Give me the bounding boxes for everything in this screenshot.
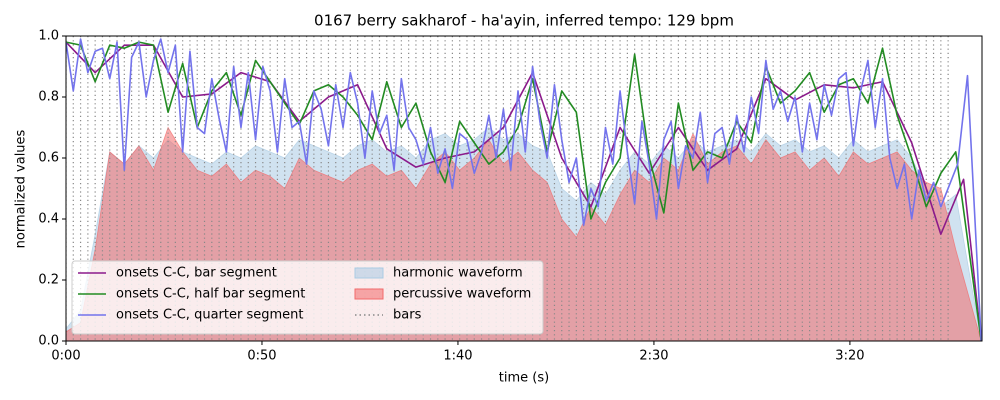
chart-title: 0167 berry sakharof - ha'ayin, inferred …	[314, 12, 734, 30]
x-axis-label: time (s)	[499, 371, 549, 386]
y-tick-label: 0.4	[38, 212, 59, 227]
y-tick-label: 0.6	[38, 151, 59, 166]
axes-frame	[65, 35, 983, 342]
y-tick-label: 1.0	[38, 29, 59, 44]
y-axis-label: normalized values	[14, 129, 29, 248]
line	[66, 38, 982, 341]
y-tick-label: 0.0	[38, 334, 59, 349]
x-tick-label: 1:40	[443, 349, 472, 364]
x-tick-label: 2:30	[639, 349, 668, 364]
legend-label: onsets C-C, half bar segment	[116, 287, 305, 302]
x-tick-label: 0:50	[247, 349, 276, 364]
y-tick-label: 0.8	[38, 90, 59, 105]
legend-label: onsets C-C, quarter segment	[116, 308, 303, 323]
legend-label: bars	[393, 308, 422, 323]
legend-swatch	[354, 288, 384, 300]
legend-label: onsets C-C, bar segment	[116, 266, 277, 281]
line	[66, 41, 982, 341]
legend-label: harmonic waveform	[393, 266, 523, 281]
x-tick-label: 0:00	[51, 349, 80, 364]
x-tick-label: 3:20	[835, 349, 864, 364]
y-tick-label: 0.2	[38, 273, 59, 288]
legend-box	[71, 260, 544, 335]
legend-label: percussive waveform	[393, 287, 531, 302]
legend-swatch	[354, 267, 384, 279]
legend: onsets C-C, bar segment onsets C-C, half …	[71, 260, 544, 335]
